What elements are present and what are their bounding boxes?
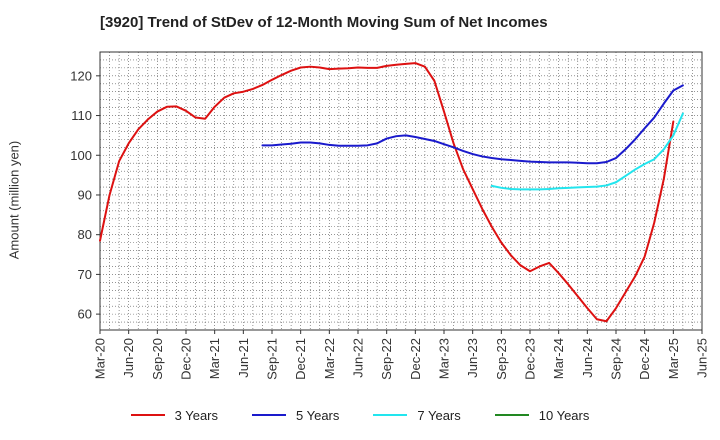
series-line-5-years (261, 84, 684, 165)
legend-item-10-years: 10 Years (494, 407, 590, 423)
x-tick-label: Jun-25 (695, 338, 710, 378)
x-tick-label: Sep-22 (379, 338, 394, 380)
x-tick-label: Mar-23 (437, 338, 452, 379)
legend-label-7-years: 7 Years (417, 407, 461, 423)
x-tick-label: Jun-20 (121, 338, 136, 378)
x-tick-label: Dec-24 (637, 338, 652, 380)
legend-swatch-10-years (494, 414, 529, 416)
x-tick-label: Mar-20 (93, 338, 108, 379)
y-tick-label: 80 (78, 227, 92, 242)
y-tick-label: 60 (78, 307, 92, 322)
x-tick-label: Mar-21 (207, 338, 222, 379)
x-tick-label: Sep-20 (150, 338, 165, 380)
legend-label-3-years: 3 Years (174, 407, 218, 423)
legend-swatch-7-years (373, 414, 408, 416)
y-tick-label: 100 (70, 148, 92, 163)
y-tick-label: 70 (78, 267, 92, 282)
x-tick-label: Mar-25 (666, 338, 681, 379)
x-tick-label: Jun-23 (465, 338, 480, 378)
x-tick-label: Sep-21 (265, 338, 280, 380)
plot-frame (99, 51, 703, 331)
x-tick-label: Sep-23 (494, 338, 509, 380)
y-axis-label-wrap: Amount (million yen) (4, 141, 24, 260)
chart-plot: 60 70 80 90 100 110 120 Mar-20 Jun-20 Sep-20 Dec-2… (70, 51, 710, 380)
x-tick-label: Dec-20 (179, 338, 194, 380)
x-tick-label: Mar-22 (322, 338, 337, 379)
legend-swatch-3-years (130, 414, 165, 416)
legend-item-5-years: 5 Years (252, 408, 339, 423)
legend-label-5-years: 5 Years (296, 407, 340, 423)
series-line-3-years (99, 62, 675, 323)
legend-swatch-5-years (252, 414, 286, 416)
chart-legend: 3 Years 5 Years 7 Years 10 Years (0, 402, 720, 428)
x-tick-label: Sep-24 (609, 338, 624, 380)
x-tick-label: Dec-22 (408, 338, 423, 380)
x-tick-label: Jun-22 (351, 338, 366, 378)
chart-title: [3920] Trend of StDev of 12-Month Moving… (100, 14, 548, 31)
legend-item-3-years: 3 Years (130, 407, 218, 423)
legend-item-7-years: 7 Years (373, 407, 461, 423)
plot-area (100, 52, 702, 330)
series-line-7-years (490, 112, 684, 191)
legend-label-10-years: 10 Years (538, 407, 590, 423)
x-tick-label: Mar-24 (551, 338, 566, 379)
y-tick-label: 110 (71, 108, 92, 123)
x-tick-label: Jun-24 (580, 338, 595, 378)
y-tick-label: 90 (78, 187, 92, 202)
x-tick-label: Jun-21 (236, 338, 251, 378)
x-tick-label: Dec-21 (293, 338, 308, 380)
y-tick-label: 120 (70, 68, 92, 83)
x-tick-label: Dec-23 (523, 338, 538, 380)
y-axis-label: Amount (million yen) (6, 140, 22, 260)
